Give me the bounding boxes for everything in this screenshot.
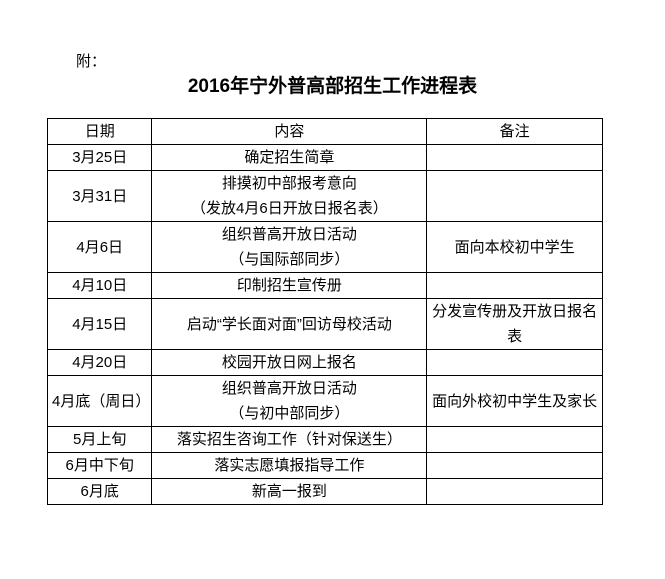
date-cell: 3月25日 <box>46 144 153 171</box>
note-cell <box>426 272 603 299</box>
content-cell: 启动“学长面对面”回访母校活动 <box>151 298 428 350</box>
content-line: （与初中部同步） <box>229 405 350 422</box>
note-cell <box>426 426 603 453</box>
header-note: 备注 <box>426 118 603 145</box>
date-cell: 4月20日 <box>46 349 153 376</box>
content-line: 落实招生咨询工作（针对保送生） <box>176 431 402 448</box>
date-cell: 6月中下旬 <box>46 452 153 479</box>
content-cell: 校园开放日网上报名 <box>151 349 428 376</box>
note-cell: 面向本校初中学生 <box>426 221 603 273</box>
content-line: 新高一报到 <box>251 483 327 500</box>
document-title: 2016年宁外普高部招生工作进程表 <box>187 76 478 97</box>
content-line: 组织普高开放日活动 <box>221 380 357 397</box>
date-cell: 4月6日 <box>46 221 153 273</box>
content-line: （与国际部同步） <box>229 251 350 268</box>
date-cell: 4月15日 <box>46 298 153 350</box>
table-row: 4月20日 校园开放日网上报名 <box>46 349 603 376</box>
date-cell: 4月底（周日） <box>46 375 153 427</box>
note-cell <box>426 452 603 479</box>
table-row: 3月25日 确定招生简章 <box>46 144 603 171</box>
content-cell: 落实志愿填报指导工作 <box>151 452 428 479</box>
table-header-row: 日期 内容 备注 <box>46 118 603 145</box>
table-row: 4月底（周日） 组织普高开放日活动 （与初中部同步） 面向外校初中学生及家长 <box>46 375 603 427</box>
note-cell <box>426 478 603 505</box>
header-date: 日期 <box>46 118 153 145</box>
content-line: 排摸初中部报考意向 <box>221 175 357 192</box>
table-row: 4月6日 组织普高开放日活动 （与国际部同步） 面向本校初中学生 <box>46 221 603 273</box>
note-cell <box>426 144 603 171</box>
content-cell: 组织普高开放日活动 （与国际部同步） <box>151 221 428 273</box>
date-cell: 3月31日 <box>46 170 153 222</box>
date-cell: 5月上旬 <box>46 426 153 453</box>
content-line: 校园开放日网上报名 <box>221 354 357 371</box>
content-cell: 新高一报到 <box>151 478 428 505</box>
table-row: 6月底 新高一报到 <box>46 478 603 505</box>
content-cell: 组织普高开放日活动 （与初中部同步） <box>151 375 428 427</box>
date-cell: 4月10日 <box>46 272 153 299</box>
table-row: 5月上旬 落实招生咨询工作（针对保送生） <box>46 426 603 453</box>
content-cell: 落实招生咨询工作（针对保送生） <box>151 426 428 453</box>
header-content: 内容 <box>151 118 428 145</box>
table-row: 3月31日 排摸初中部报考意向 （发放4月6日开放日报名表） <box>46 170 603 222</box>
content-line: 确定招生简章 <box>244 149 335 166</box>
note-cell <box>426 170 603 222</box>
date-cell: 6月底 <box>46 478 153 505</box>
content-line: 印制招生宣传册 <box>236 277 342 294</box>
content-line: 启动“学长面对面”回访母校活动 <box>186 315 392 333</box>
content-cell: 印制招生宣传册 <box>151 272 428 299</box>
attachment-label: 附： <box>76 53 107 70</box>
table-row: 6月中下旬 落实志愿填报指导工作 <box>46 452 603 479</box>
note-cell: 分发宣传册及开放日报名表 <box>426 298 603 350</box>
content-cell: 排摸初中部报考意向 （发放4月6日开放日报名表） <box>151 170 428 222</box>
content-line: （发放4月6日开放日报名表） <box>191 200 388 217</box>
content-cell: 确定招生简章 <box>151 144 428 171</box>
note-cell <box>426 349 603 376</box>
table-row: 4月10日 印制招生宣传册 <box>46 272 603 299</box>
schedule-table: 日期 内容 备注 3月25日 确定招生简章 3月31日 排摸初中部报考意向 （发放4月6… <box>46 118 603 505</box>
content-line: 落实志愿填报指导工作 <box>214 457 365 474</box>
table-row: 4月15日 启动“学长面对面”回访母校活动 分发宣传册及开放日报名表 <box>46 298 603 350</box>
note-cell: 面向外校初中学生及家长 <box>426 375 603 427</box>
content-line: 组织普高开放日活动 <box>221 226 357 243</box>
